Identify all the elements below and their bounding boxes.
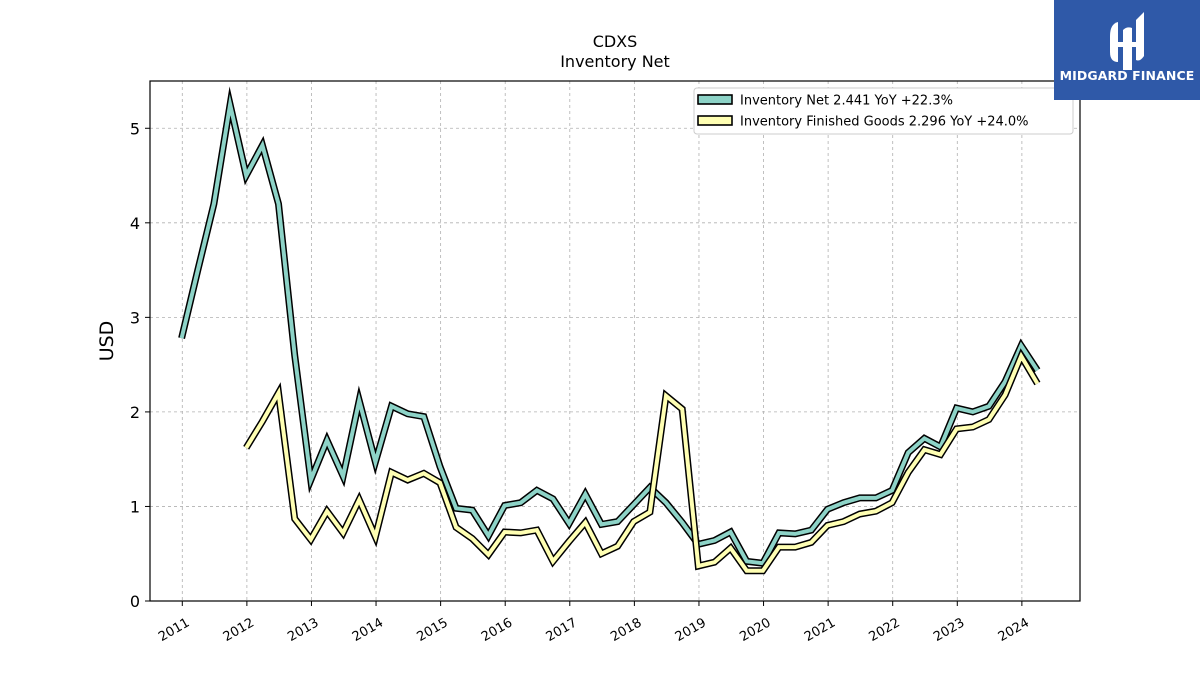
- series-lines: [178, 86, 1041, 575]
- chart-subtitle: Inventory Net: [560, 52, 670, 71]
- chart-title: CDXS: [593, 32, 638, 51]
- y-tick-label: 3: [130, 308, 140, 327]
- series-line: [179, 94, 1040, 566]
- y-axis-label: USD: [96, 321, 118, 362]
- legend-label: Inventory Finished Goods 2.296 YoY +24.0…: [740, 115, 1029, 130]
- midgard-finance-logo: MIDGARD FINANCE: [1054, 0, 1200, 100]
- plot-frame: [149, 80, 1081, 602]
- series-2: [243, 348, 1041, 575]
- grid: [150, 81, 1080, 602]
- y-tick-label: 1: [130, 497, 140, 516]
- y-tick-label: 0: [130, 592, 140, 611]
- logo-mark-icon: [1110, 12, 1144, 70]
- legend: Inventory Net 2.441 YoY +22.3% Inventory …: [693, 87, 1074, 135]
- logo-text: MIDGARD FINANCE: [1059, 68, 1195, 83]
- series-line: [244, 351, 1040, 573]
- legend-swatch: [697, 115, 733, 126]
- y-axis: 0 1 2 3 4 5: [130, 119, 150, 611]
- y-tick-label: 2: [130, 403, 140, 422]
- series-1: [178, 86, 1041, 567]
- y-tick-label: 5: [130, 119, 140, 138]
- legend-box: [693, 87, 1074, 135]
- legend-label: Inventory Net 2.441 YoY +22.3%: [740, 94, 953, 109]
- y-tick-label: 4: [130, 214, 140, 233]
- legend-swatch: [697, 94, 733, 105]
